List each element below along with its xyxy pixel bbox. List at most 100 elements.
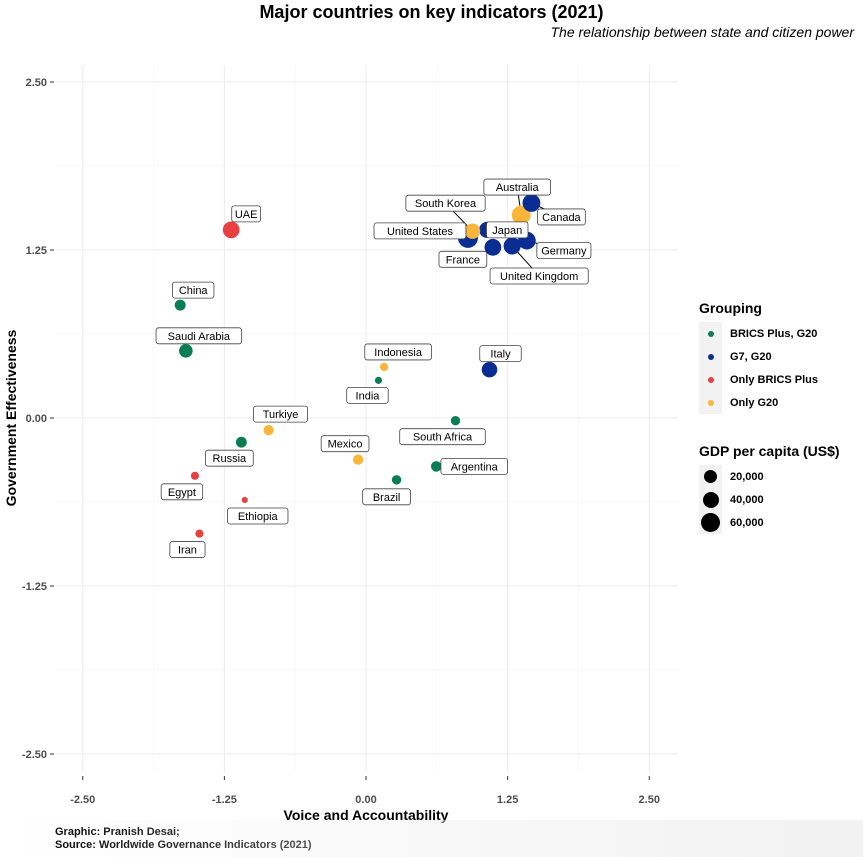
label-text: Australia bbox=[496, 182, 540, 194]
label-argentina: Argentina bbox=[440, 457, 508, 475]
legend-key bbox=[699, 511, 722, 534]
label-text: Canada bbox=[542, 212, 581, 224]
legend-key bbox=[699, 488, 722, 511]
legend-item: 20,000 bbox=[699, 465, 840, 488]
label-saudi-arabia: Saudi Arabia bbox=[155, 327, 243, 345]
label-text: United States bbox=[387, 226, 454, 238]
label-box bbox=[483, 178, 551, 196]
dot-icon bbox=[707, 399, 714, 406]
legend-label: 60,000 bbox=[730, 516, 764, 529]
label-box bbox=[231, 205, 262, 223]
y-tick-label: -2.50 bbox=[22, 749, 47, 761]
grouping-legend-title: Grouping bbox=[699, 300, 762, 316]
point-india bbox=[374, 376, 383, 384]
label-box bbox=[537, 208, 586, 226]
caption-line-graphic: Graphic: Pranish Desai; bbox=[55, 826, 180, 838]
x-tick-label: -2.50 bbox=[70, 794, 95, 806]
x-tick-label: 2.50 bbox=[639, 794, 660, 806]
label-text: Indonesia bbox=[374, 347, 423, 359]
label-australia: Australia bbox=[483, 178, 551, 196]
label-box bbox=[155, 327, 243, 345]
label-france: France bbox=[438, 250, 488, 268]
chart-subtitle: The relationship between state and citiz… bbox=[550, 24, 854, 40]
y-axis-title: Government Effectiveness bbox=[3, 329, 19, 506]
point-china bbox=[174, 299, 186, 311]
point-argentina bbox=[431, 461, 442, 472]
legend-label: Only BRICS Plus bbox=[730, 373, 819, 386]
label-text: Egypt bbox=[168, 487, 196, 499]
label-box bbox=[320, 435, 370, 453]
point-south-korea bbox=[464, 223, 481, 239]
y-tick-label: 0.00 bbox=[26, 413, 47, 425]
label-japan: Japan bbox=[486, 221, 529, 239]
chart-title: Major countries on key indicators (2021) bbox=[259, 2, 604, 22]
label-box bbox=[479, 345, 522, 363]
point-turkiye bbox=[263, 425, 274, 436]
label-text: South Africa bbox=[413, 432, 473, 444]
label-text: Germany bbox=[541, 246, 587, 258]
point-iran bbox=[195, 529, 204, 538]
label-text: Mexico bbox=[328, 439, 363, 451]
label-united-kingdom: United Kingdom bbox=[489, 267, 589, 285]
point-italy bbox=[481, 361, 498, 378]
y-tick-label: -1.25 bbox=[22, 581, 47, 593]
label-box bbox=[253, 405, 309, 423]
caption-line-source: Source: Worldwide Governance Indicators … bbox=[55, 839, 312, 851]
label-canada: Canada bbox=[537, 208, 586, 226]
legend-label: BRICS Plus, G20 bbox=[730, 327, 818, 340]
label-box bbox=[440, 457, 508, 475]
legend-item: Only G20 bbox=[699, 391, 818, 414]
label-text: France bbox=[446, 254, 480, 266]
label-box bbox=[399, 428, 486, 446]
label-text: Ethiopia bbox=[238, 511, 279, 523]
label-china: China bbox=[172, 281, 215, 299]
label-uae: UAE bbox=[231, 205, 262, 223]
label-text: Argentina bbox=[451, 461, 499, 473]
legend-key bbox=[699, 322, 722, 345]
label-ethiopia: Ethiopia bbox=[227, 507, 289, 525]
point-united-kingdom bbox=[503, 237, 521, 255]
label-italy: Italy bbox=[479, 345, 522, 363]
point-egypt bbox=[190, 471, 199, 480]
legend-label: 20,000 bbox=[730, 470, 764, 483]
label-text: India bbox=[356, 390, 381, 402]
point-ethiopia bbox=[241, 496, 248, 504]
legend-label: Only G20 bbox=[730, 396, 779, 409]
label-box bbox=[227, 507, 289, 525]
dot-icon bbox=[707, 353, 714, 360]
label-indonesia: Indonesia bbox=[364, 343, 432, 361]
label-text: Saudi Arabia bbox=[168, 331, 231, 343]
legend-item: G7, G20 bbox=[699, 345, 818, 368]
label-text: Italy bbox=[490, 349, 511, 361]
point-canada bbox=[522, 194, 541, 212]
label-germany: Germany bbox=[536, 242, 592, 259]
label-box bbox=[405, 194, 486, 212]
legend-label: 40,000 bbox=[730, 493, 764, 506]
point-south-africa bbox=[450, 416, 461, 426]
label-iran: Iran bbox=[169, 541, 206, 558]
label-united-states: United States bbox=[373, 222, 467, 240]
point-france bbox=[484, 238, 502, 256]
label-box bbox=[172, 281, 215, 299]
circle-icon bbox=[704, 470, 717, 483]
circle-icon bbox=[701, 513, 720, 532]
point-uae bbox=[222, 221, 240, 239]
grid bbox=[55, 65, 678, 772]
point-brazil bbox=[391, 475, 402, 485]
label-south-africa: South Africa bbox=[399, 428, 486, 446]
legend-item: Only BRICS Plus bbox=[699, 368, 818, 391]
point-saudi-arabia bbox=[179, 344, 193, 358]
label-box bbox=[362, 488, 411, 506]
label-russia: Russia bbox=[205, 449, 254, 467]
label-box bbox=[486, 221, 529, 239]
x-tick-label: -1.25 bbox=[212, 794, 237, 806]
x-axis-title: Voice and Accountability bbox=[284, 807, 449, 823]
label-box bbox=[346, 386, 389, 404]
label-text: Iran bbox=[178, 545, 197, 557]
label-india: India bbox=[346, 386, 389, 404]
point-indonesia bbox=[379, 362, 389, 372]
legend-label: G7, G20 bbox=[730, 350, 772, 363]
label-mexico: Mexico bbox=[320, 435, 370, 453]
label-box bbox=[169, 541, 206, 558]
point-labels: Canada Australia Germany United Kingdom Fran… bbox=[155, 178, 592, 558]
